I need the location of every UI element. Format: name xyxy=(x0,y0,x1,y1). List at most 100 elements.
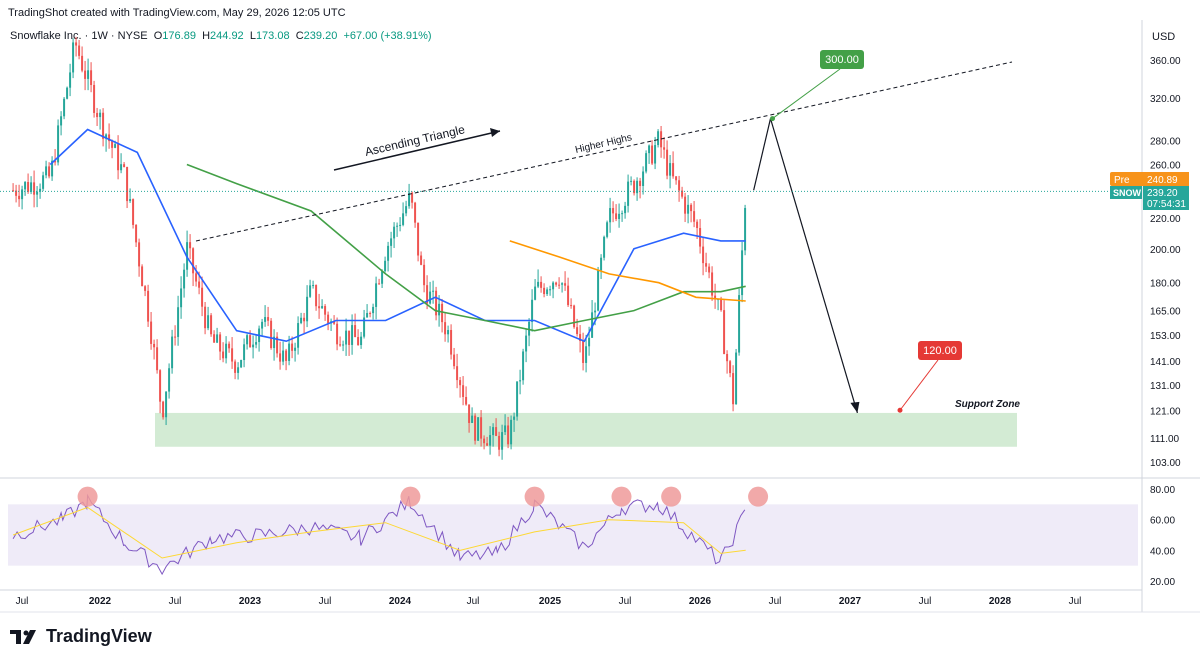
candle-body xyxy=(159,370,162,402)
candle-body xyxy=(615,213,618,220)
price-tick-label: 320.00 xyxy=(1150,94,1181,105)
projection-up-line xyxy=(753,118,772,191)
candle-body xyxy=(360,336,363,346)
projection-path[interactable] xyxy=(753,68,939,414)
candle-body xyxy=(450,330,453,355)
pre-value: 240.89 xyxy=(1147,175,1178,186)
candle-body xyxy=(639,180,642,187)
rsi-axis[interactable]: 80.00 60.00 40.00 20.00 xyxy=(1150,485,1175,588)
candle-body xyxy=(588,337,591,347)
candle-body xyxy=(60,116,63,126)
projection-down-line xyxy=(769,118,858,414)
candle-body xyxy=(456,366,459,381)
candle-body xyxy=(363,317,366,337)
candle-body xyxy=(402,213,405,225)
candle-body xyxy=(540,281,543,288)
candle-body xyxy=(138,242,141,267)
candle-body xyxy=(192,248,195,274)
candle-body xyxy=(651,145,654,164)
candle-body xyxy=(465,396,468,405)
currency-label[interactable]: USD xyxy=(1152,31,1175,43)
candle-body xyxy=(243,344,246,361)
ascending-resistance-line[interactable] xyxy=(195,61,1013,242)
candle-body xyxy=(345,330,348,345)
target-high-badge[interactable]: 300.00 xyxy=(820,50,864,69)
candle-body xyxy=(561,283,564,285)
price-tick-label: 200.00 xyxy=(1150,245,1181,256)
candle-body xyxy=(480,417,483,439)
ascending-triangle-label: Ascending Triangle xyxy=(364,122,467,159)
last-price-tag: SNOW 239.20 07:54:31 xyxy=(1110,186,1189,210)
brand[interactable]: TradingView xyxy=(10,626,152,647)
time-tick-label: Jul xyxy=(467,596,480,607)
candle-body xyxy=(372,306,375,314)
symbol-name[interactable]: Snowflake Inc. xyxy=(10,30,82,42)
candle-body xyxy=(300,317,303,324)
candle-body xyxy=(228,343,231,349)
candle-body xyxy=(690,204,693,212)
candle-body xyxy=(483,438,486,444)
candle-body xyxy=(537,281,540,287)
candle-body xyxy=(105,134,108,139)
candle-body xyxy=(141,266,144,287)
symbol-legend: Snowflake Inc. · 1W · NYSE O176.89 H244.… xyxy=(10,30,432,42)
candle-body xyxy=(708,266,711,273)
price-tick-label: 280.00 xyxy=(1150,137,1181,148)
trend-arrow-line[interactable] xyxy=(333,130,501,171)
candles-layer xyxy=(12,36,747,460)
candle-body xyxy=(477,417,480,441)
pre-label: Pre xyxy=(1114,175,1130,186)
candle-body xyxy=(567,285,570,306)
candle-body xyxy=(123,164,126,167)
candle-body xyxy=(681,190,684,197)
candle-body xyxy=(174,336,177,338)
candle-body xyxy=(267,317,270,321)
candle-body xyxy=(732,373,735,405)
candle-body xyxy=(240,360,243,368)
candle-body xyxy=(237,367,240,373)
ma_blue-line xyxy=(49,128,746,343)
candle-body xyxy=(579,334,582,342)
candle-body xyxy=(741,250,744,296)
candle-body xyxy=(183,269,186,289)
candle-body xyxy=(96,112,99,118)
candle-body xyxy=(195,273,198,282)
candle-body xyxy=(489,435,492,446)
candle-body xyxy=(201,287,204,307)
candle-body xyxy=(636,180,639,194)
rsi-tick-label: 20.00 xyxy=(1150,577,1175,588)
rsi-tick-label: 40.00 xyxy=(1150,546,1175,557)
candle-body xyxy=(33,182,36,195)
candle-body xyxy=(498,435,501,450)
candle-body xyxy=(669,163,672,176)
candle-body xyxy=(249,335,252,348)
candle-body xyxy=(678,180,681,191)
candle-body xyxy=(654,145,657,164)
target-low-badge[interactable]: 120.00 xyxy=(918,341,962,360)
candle-body xyxy=(414,202,417,223)
time-axis[interactable]: Jul 2022 Jul 2023 Jul 2024 Jul 2025 Jul 2026 Jul 20… xyxy=(16,596,1082,607)
interval[interactable]: 1W xyxy=(91,30,108,42)
rsi-overbought-marker xyxy=(611,486,632,507)
support-zone[interactable] xyxy=(155,412,1017,447)
candle-body xyxy=(438,303,441,316)
candle-body xyxy=(171,336,174,369)
candle-body xyxy=(525,335,528,352)
candle-body xyxy=(321,306,324,309)
candle-body xyxy=(366,313,369,318)
candle-body xyxy=(135,224,138,243)
candle-body xyxy=(648,145,651,154)
price-axis[interactable]: 360.00320.00280.00260.00240.00220.00200.… xyxy=(1150,56,1181,469)
target-high-value: 300.00 xyxy=(825,54,859,66)
candle-body xyxy=(504,425,507,433)
change-value: +67.00 (+38.91%) xyxy=(343,30,432,42)
candle-body xyxy=(396,225,399,227)
target-high-connector xyxy=(772,68,841,119)
candle-body xyxy=(426,285,429,304)
target-low-point xyxy=(897,407,903,413)
candle-body xyxy=(27,182,30,192)
candle-body xyxy=(294,347,297,351)
time-tick-label: Jul xyxy=(169,596,182,607)
support-zone-label: Support Zone xyxy=(955,399,1020,410)
